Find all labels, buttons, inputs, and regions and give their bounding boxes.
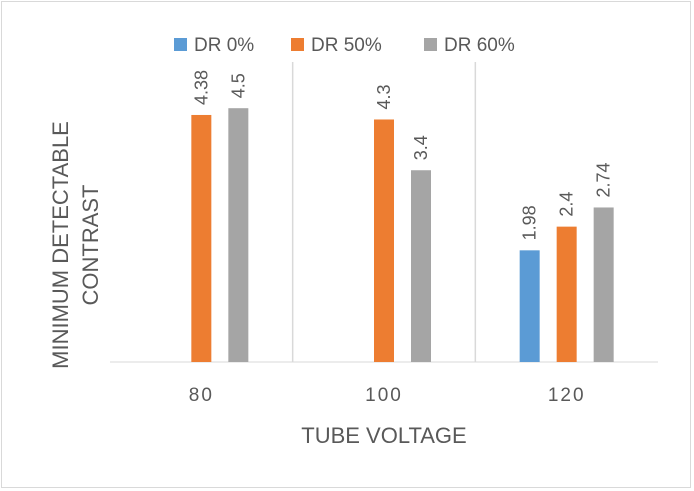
legend-label: DR 60%	[444, 35, 515, 56]
x-tick-labels: 80 100 120	[189, 385, 586, 406]
y-axis-title-line: CONTRAST	[78, 185, 103, 306]
x-tick-label: 100	[365, 385, 403, 406]
bar	[228, 108, 249, 362]
legend-swatch	[424, 38, 437, 51]
bar	[411, 170, 431, 362]
data-label: 1.98	[520, 205, 540, 240]
data-label: 4.3	[374, 84, 394, 109]
data-label: 2.74	[594, 162, 614, 197]
bars	[191, 108, 614, 362]
x-axis-title: TUBE VOLTAGE	[301, 423, 466, 448]
data-label: 4.38	[191, 70, 211, 105]
data-label: 2.4	[557, 192, 577, 217]
legend: DR 0% DR 50% DR 60%	[174, 35, 515, 56]
legend-label: DR 50%	[311, 35, 382, 56]
category-separators	[291, 62, 477, 362]
bar	[593, 207, 614, 362]
x-tick-label: 120	[548, 385, 586, 406]
bar	[556, 226, 577, 362]
legend-label: DR 0%	[194, 35, 254, 56]
legend-swatch	[291, 38, 304, 51]
y-axis-title: MINIMUM DETECTABLE CONTRAST	[48, 121, 103, 369]
x-tick-label: 80	[189, 385, 214, 406]
bar	[374, 119, 394, 362]
bar	[191, 114, 212, 362]
legend-swatch	[174, 38, 187, 51]
data-labels: 4.38 4.5 4.3 3.4 1.98 2.4 2.74	[191, 70, 613, 240]
bar	[519, 250, 540, 362]
y-axis-title-line: MINIMUM DETECTABLE	[48, 121, 73, 369]
data-label: 4.5	[228, 73, 248, 98]
data-label: 3.4	[411, 135, 431, 160]
